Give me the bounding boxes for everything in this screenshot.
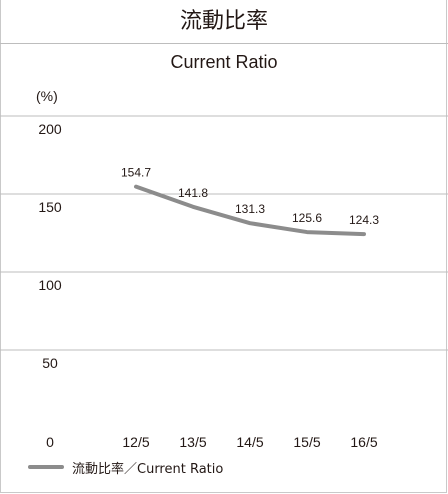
x-tick-label: 14/5 [236, 434, 263, 450]
y-tick-label: 0 [46, 434, 54, 450]
data-label: 125.6 [292, 211, 322, 225]
chart-title: 流動比率 [179, 9, 268, 34]
data-label: 131.3 [235, 202, 265, 216]
series-line [134, 184, 366, 237]
x-tick-label: 16/5 [350, 434, 377, 450]
y-axis-unit-label: (%) [36, 88, 58, 104]
y-tick-label: 100 [38, 277, 62, 293]
data-label: 124.3 [349, 213, 379, 227]
data-label: 154.7 [121, 166, 151, 180]
data-label: 141.8 [178, 186, 208, 200]
x-tick-label: 12/5 [122, 434, 149, 450]
x-tick-label: 13/5 [179, 434, 206, 450]
legend-label: 流動比率／Current Ratio [72, 461, 224, 477]
y-tick-label: 200 [38, 121, 62, 137]
legend: 流動比率／Current Ratio [28, 458, 224, 477]
y-tick-label: 50 [42, 355, 58, 371]
title-divider [0, 43, 448, 44]
chart-subtitle: Current Ratio [170, 52, 278, 72]
legend-swatch [28, 465, 64, 469]
x-tick-label: 15/5 [293, 434, 320, 450]
y-tick-label: 150 [38, 199, 62, 215]
